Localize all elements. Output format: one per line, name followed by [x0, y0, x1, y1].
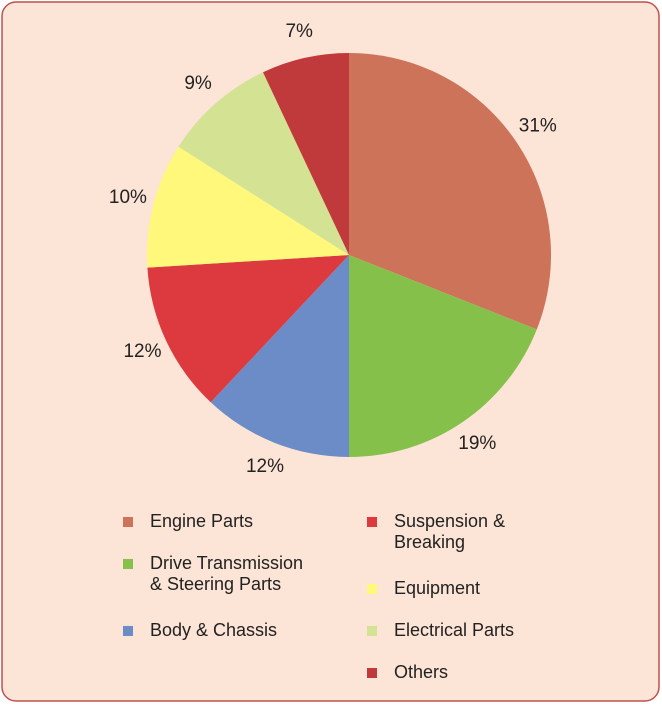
data-label: 12%	[123, 341, 161, 362]
pie-slice	[147, 255, 349, 403]
legend-marker	[123, 559, 133, 569]
pie-slice	[210, 255, 349, 457]
data-label: 10%	[109, 187, 147, 208]
data-label: 9%	[184, 73, 212, 94]
legend-label: Electrical Parts	[394, 620, 514, 640]
legend-marker	[123, 517, 133, 527]
legend-label: Drive Transmission & Steering Parts	[150, 553, 303, 594]
legend-marker	[367, 584, 377, 594]
data-label: 7%	[285, 21, 313, 42]
legend-label: Suspension & Breaking	[394, 511, 505, 552]
legend-marker	[367, 668, 377, 678]
pie-slice	[262, 53, 349, 255]
data-label: 31%	[519, 116, 557, 137]
data-label: 19%	[458, 433, 496, 454]
legend-marker	[123, 626, 133, 636]
legend-marker	[367, 517, 377, 527]
pie-slice	[178, 72, 349, 255]
pie-slice	[349, 255, 537, 457]
legend-label: Equipment	[394, 578, 480, 598]
pie-slice	[349, 53, 552, 330]
data-label: 12%	[246, 456, 284, 477]
legend-label: Others	[394, 662, 448, 682]
legend-marker	[367, 626, 377, 636]
pie-slice	[147, 146, 349, 268]
legend-label: Engine Parts	[150, 511, 253, 531]
legend-label: Body & Chassis	[150, 620, 277, 640]
